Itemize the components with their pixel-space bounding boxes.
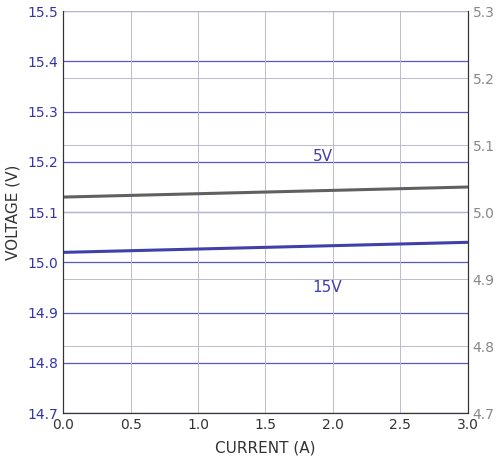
- Text: 5V: 5V: [312, 149, 332, 165]
- X-axis label: CURRENT (A): CURRENT (A): [215, 440, 316, 455]
- Y-axis label: VOLTAGE (V): VOLTAGE (V): [6, 165, 20, 260]
- Text: 15V: 15V: [312, 280, 342, 295]
